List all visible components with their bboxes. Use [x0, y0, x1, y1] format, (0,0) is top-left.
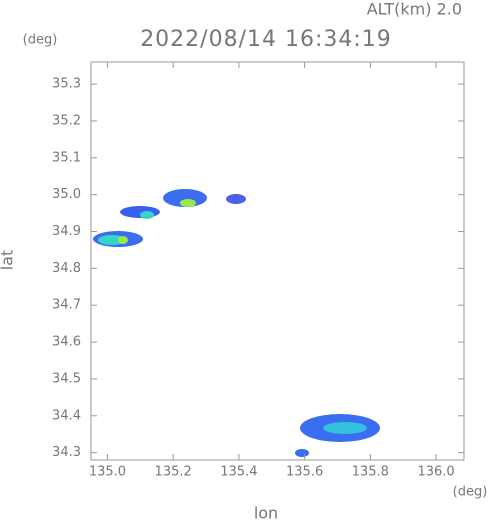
echo — [295, 449, 309, 457]
y-tick-label: 35.0 — [52, 187, 81, 202]
y-unit: (deg) — [23, 33, 58, 48]
x-tick-label: 135.0 — [89, 465, 126, 480]
echo — [118, 236, 128, 244]
x-tick-label: 136.0 — [417, 465, 454, 480]
y-tick-label: 34.3 — [52, 445, 81, 460]
echo — [98, 235, 126, 245]
echo — [163, 189, 207, 207]
y-tick-label: 34.4 — [52, 408, 81, 423]
y-tick-label: 34.6 — [52, 335, 81, 350]
echo — [120, 206, 160, 218]
echo — [226, 194, 246, 204]
echo — [180, 199, 196, 207]
echo — [140, 211, 154, 219]
x-unit: (deg) — [453, 485, 488, 500]
radar-echoes — [93, 189, 380, 457]
y-tick-label: 34.8 — [52, 261, 81, 276]
y-tick-label: 34.9 — [52, 224, 81, 239]
y-tick-label: 35.3 — [52, 77, 81, 92]
y-tick-label: 35.2 — [52, 113, 81, 128]
y-axis-label: lat — [0, 250, 17, 271]
echo — [323, 422, 367, 434]
y-tick-label: 35.1 — [52, 150, 81, 165]
x-tick-label: 135.8 — [352, 465, 389, 480]
x-axis-label: lon — [254, 504, 278, 521]
chart-title: 2022/08/14 16:34:19 — [140, 27, 392, 52]
x-tick-label: 135.6 — [286, 465, 323, 480]
x-tick-label: 135.4 — [220, 465, 257, 480]
plot-frame — [90, 61, 465, 461]
x-tick-label: 135.2 — [155, 465, 192, 480]
y-tick-label: 34.7 — [52, 298, 81, 313]
y-tick-label: 34.5 — [52, 371, 81, 386]
altitude-label: ALT(km) 2.0 — [367, 0, 462, 19]
